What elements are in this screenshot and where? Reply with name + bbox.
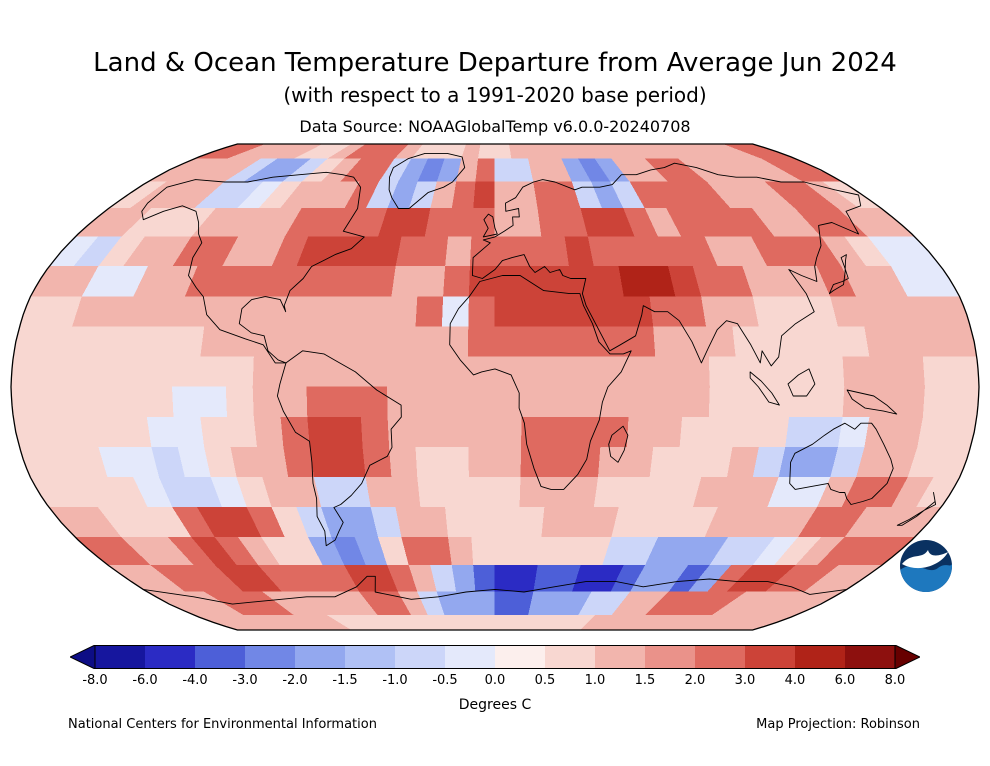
colorbar-segment [145, 645, 195, 669]
colorbar-tick-label: -3.0 [232, 673, 258, 688]
colorbar-segment [795, 645, 845, 669]
colorbar-segment [195, 645, 245, 669]
colorbar-under-arrow [68, 644, 96, 670]
colorbar-segment [345, 645, 395, 669]
colorbar-tick-label: 8.0 [884, 673, 906, 688]
colorbar-segment [745, 645, 795, 669]
colorbar-tick-label: -2.0 [282, 673, 308, 688]
colorbar-segment [695, 645, 745, 669]
colorbar-svg [68, 644, 922, 670]
colorbar-tick-label: -4.0 [182, 673, 208, 688]
colorbar-tick-label: -1.5 [332, 673, 358, 688]
map-subtitle: (with respect to a 1991-2020 base period… [283, 83, 707, 107]
colorbar-segment [495, 645, 545, 669]
colorbar-tick-label: 4.0 [784, 673, 806, 688]
colorbar-tick-label: 6.0 [834, 673, 856, 688]
anomaly-map [10, 142, 980, 632]
colorbar-segment [595, 645, 645, 669]
data-source-label: Data Source: NOAAGlobalTemp v6.0.0-20240… [299, 117, 691, 136]
colorbar-tick-label: -8.0 [82, 673, 108, 688]
colorbar-segment [395, 645, 445, 669]
colorbar-segment [845, 645, 895, 669]
colorbar-tick-labels: -8.0 -6.0 -4.0 -3.0 -2.0 -1.5 -1.0 -0.5 0.0 0.5 1.… [70, 673, 920, 691]
colorbar-units-label: Degrees C [458, 697, 532, 713]
colorbar-tick-label: -0.5 [432, 673, 458, 688]
colorbar-tick-label: 1.0 [584, 673, 606, 688]
colorbar [68, 644, 922, 670]
colorbar-over-arrow [894, 644, 922, 670]
colorbar-segment [645, 645, 695, 669]
colorbar-tick-label: 3.0 [734, 673, 756, 688]
colorbar-segment [245, 645, 295, 669]
coastlines [141, 152, 937, 605]
footer-institution: National Centers for Environmental Infor… [68, 717, 377, 732]
colorbar-segment [295, 645, 345, 669]
colorbar-tick-label: 0.5 [534, 673, 556, 688]
colorbar-tick-label: 1.5 [634, 673, 656, 688]
colorbar-tick-label: 0.0 [484, 673, 506, 688]
anomaly-grid [11, 144, 979, 630]
colorbar-tick-label: -1.0 [382, 673, 408, 688]
colorbar-segment [545, 645, 595, 669]
colorbar-tick-label: -6.0 [132, 673, 158, 688]
colorbar-tick-label: 2.0 [684, 673, 706, 688]
noaa-logo-icon [900, 540, 952, 592]
footer-projection: Map Projection: Robinson [756, 717, 920, 732]
colorbar-segment [95, 645, 145, 669]
world-map-svg [10, 143, 980, 631]
map-outline [10, 143, 980, 631]
map-title: Land & Ocean Temperature Departure from … [93, 48, 897, 78]
colorbar-segment [445, 645, 495, 669]
